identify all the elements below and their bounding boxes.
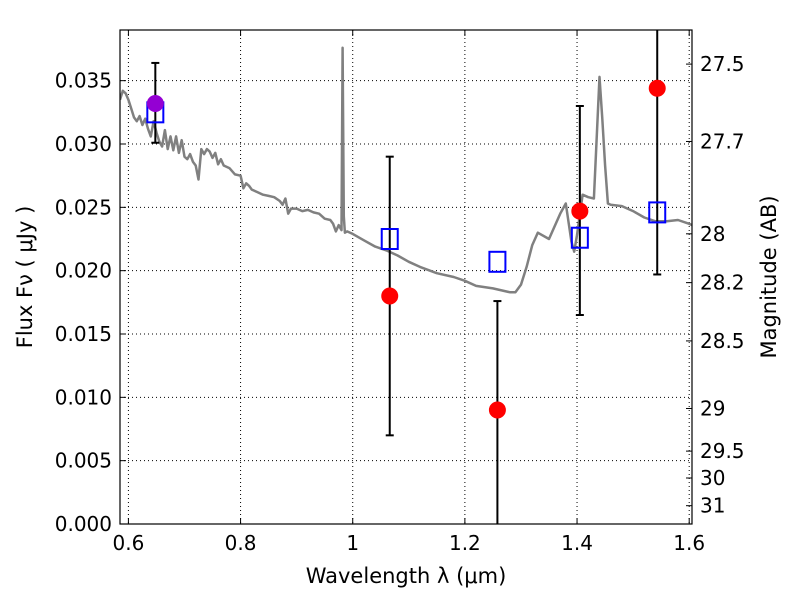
- y2-tick-label: 27.5: [700, 52, 745, 76]
- y2-axis-label: Magnitude (AB): [757, 195, 781, 358]
- x-tick-label: 0.8: [225, 531, 257, 555]
- y2-tick-label: 31: [700, 494, 725, 518]
- x-tick-label: 1.4: [561, 531, 593, 555]
- observed-points: [146, 79, 666, 419]
- x-tick-label: 1.6: [673, 531, 705, 555]
- y-tick-label: 0.035: [55, 69, 112, 93]
- x-axis-label: Wavelength λ (μm): [306, 564, 507, 588]
- y2-tick-label: 29: [700, 396, 725, 420]
- x-tick-label: 1: [346, 531, 359, 555]
- y-tick-label: 0.020: [55, 259, 112, 283]
- observed-point: [146, 94, 164, 112]
- y-tick-label: 0.000: [55, 512, 112, 536]
- y-tick-label: 0.015: [55, 322, 112, 346]
- plot-background: [120, 30, 692, 524]
- x-tick-label: 1.2: [449, 531, 481, 555]
- y2-tick-label: 27.7: [700, 129, 745, 153]
- model-square: [648, 201, 667, 224]
- y2-tick-label: 28.2: [700, 271, 745, 295]
- y-tick-label: 0.005: [55, 449, 112, 473]
- y-axis-label: Flux Fν ( μJy ): [13, 206, 37, 349]
- y2-tick-label: 28.5: [700, 329, 745, 353]
- y-tick-label: 0.025: [55, 195, 112, 219]
- model-square: [570, 226, 589, 249]
- y-tick-label: 0.010: [55, 385, 112, 409]
- y2-tick-label: 29.5: [700, 439, 745, 463]
- plot-frame: [119, 29, 693, 525]
- y-tick-label: 0.030: [55, 132, 112, 156]
- axis-ticks: 0.6 0.8 1 1.2 1.4 1.6 0.000 0.005 0.010 0.015 0.02…: [55, 30, 745, 555]
- y2-tick-label: 30: [700, 466, 725, 490]
- observed-point: [381, 287, 399, 305]
- observed-point: [488, 401, 506, 419]
- x-tick-label: 0.6: [113, 531, 145, 555]
- observed-point: [571, 202, 589, 220]
- model-square: [488, 250, 507, 273]
- model-square: [380, 228, 399, 250]
- observed-point: [648, 79, 666, 97]
- y2-tick-label: 28: [700, 222, 725, 246]
